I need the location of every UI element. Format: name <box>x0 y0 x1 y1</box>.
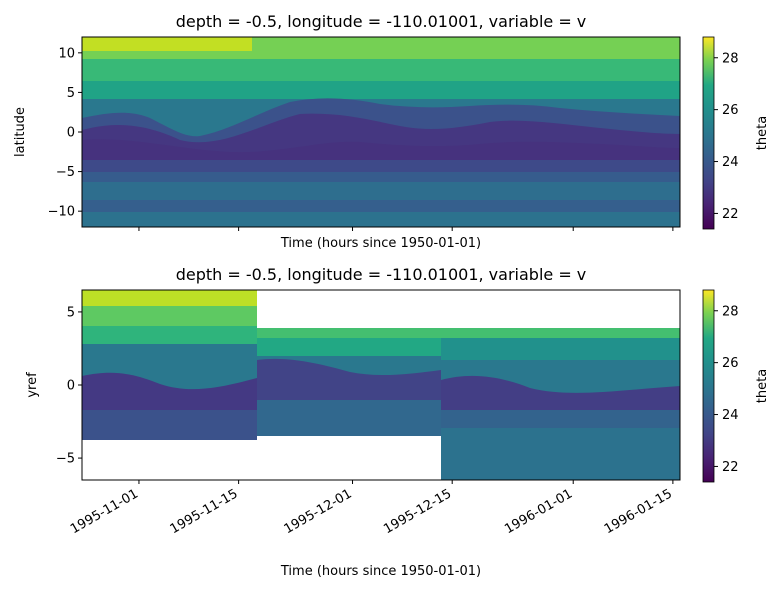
bottom-colorbar-tick-label: 24 <box>722 408 739 423</box>
bottom-colorbar-tick-label: 26 <box>722 356 739 371</box>
bottom-x-tick-label: 1996-01-01 <box>502 486 575 537</box>
bottom-colorbar-label: theta <box>755 369 770 403</box>
top-colorbar-label: theta <box>755 116 770 150</box>
top-colorbar-tick-label: 22 <box>722 207 739 222</box>
top-colorbar-tick-label: 28 <box>722 51 739 66</box>
top-x-axis-label: Time (hours since 1950-01-01) <box>280 236 481 251</box>
bottom-x-axis: 1995-11-01 1995-11-15 1995-12-01 1995-12-15… <box>68 480 675 537</box>
bottom-y-tick-label: 5 <box>67 305 75 320</box>
bottom-x-tick-label: 1995-12-01 <box>282 486 355 537</box>
bottom-x-axis-label: Time (hours since 1950-01-01) <box>280 564 481 579</box>
bottom-colorbar <box>702 289 715 483</box>
bottom-y-axis-label: yref <box>25 372 40 398</box>
top-heatmap <box>82 37 680 227</box>
top-colorbar-tick-label: 26 <box>722 103 739 118</box>
bottom-y-tick-label: −5 <box>56 452 75 467</box>
top-y-tick-label: 5 <box>67 86 75 101</box>
top-chart-title: depth = -0.5, longitude = -110.01001, va… <box>176 12 587 31</box>
bottom-colorbar-ticks: 28 26 24 22 <box>714 304 739 475</box>
top-y-tick-label: −5 <box>56 165 75 180</box>
bottom-y-tick-label: 0 <box>67 379 75 394</box>
top-y-axis: 10 5 0 −5 −10 <box>48 46 82 220</box>
bottom-heatmap <box>82 290 680 480</box>
bottom-x-tick-label: 1995-11-01 <box>68 486 141 537</box>
top-y-axis-label: latitude <box>13 107 28 157</box>
top-y-tick-label: 10 <box>58 46 75 61</box>
top-colorbar-ticks: 28 26 24 22 <box>714 51 739 222</box>
bottom-x-tick-label: 1995-11-15 <box>168 486 241 537</box>
bottom-y-axis: 5 0 −5 <box>56 305 82 467</box>
top-y-tick-label: −10 <box>48 205 75 220</box>
bottom-colorbar-tick-label: 22 <box>722 460 739 475</box>
bottom-colorbar-tick-label: 28 <box>722 304 739 319</box>
bottom-x-tick-label: 1995-12-15 <box>381 486 454 537</box>
top-colorbar-tick-label: 24 <box>722 155 739 170</box>
top-colorbar <box>702 36 715 230</box>
bottom-chart-title: depth = -0.5, longitude = -110.01001, va… <box>176 265 587 284</box>
top-y-tick-label: 0 <box>67 126 75 141</box>
bottom-x-tick-label: 1996-01-15 <box>602 486 675 537</box>
top-x-axis <box>138 227 674 231</box>
